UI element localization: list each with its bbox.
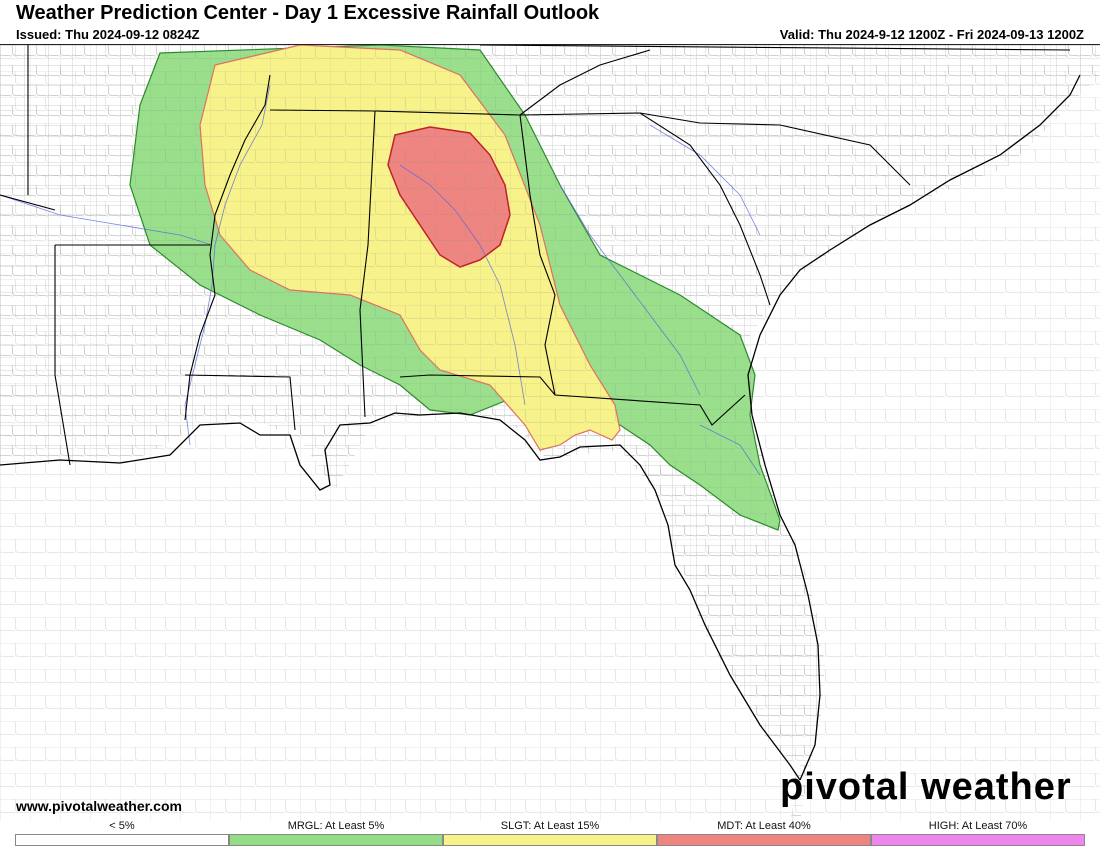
- county-overlay: [0, 45, 1100, 821]
- legend-swatch: [443, 834, 657, 846]
- legend-item-none: < 5%: [15, 820, 229, 847]
- rivers: [0, 84, 761, 476]
- brand-logo-text: pivotal weather: [780, 766, 1072, 808]
- rainfall-outlook-map[interactable]: [0, 44, 1100, 821]
- website-url: www.pivotalweather.com: [16, 798, 182, 814]
- legend-item-high: HIGH: At Least 70%: [871, 820, 1085, 847]
- legend-label: MRGL: At Least 5%: [287, 820, 385, 832]
- issued-time: Issued: Thu 2024-09-12 0824Z: [16, 27, 200, 42]
- legend-item-marginal: MRGL: At Least 5%: [229, 820, 443, 847]
- legend-label: < 5%: [109, 820, 135, 832]
- legend-label: MDT: At Least 40%: [717, 820, 811, 832]
- legend-item-moderate: MDT: At Least 40%: [657, 820, 871, 847]
- legend-item-slight: SLGT: At Least 15%: [443, 820, 657, 847]
- legend-label: HIGH: At Least 70%: [928, 820, 1028, 832]
- legend-swatch: [229, 834, 443, 846]
- state-boundaries: [0, 45, 1071, 466]
- legend-label: SLGT: At Least 15%: [500, 820, 600, 832]
- legend-swatch: [871, 834, 1085, 846]
- valid-period: Valid: Thu 2024-9-12 1200Z - Fri 2024-09…: [779, 27, 1084, 42]
- map-header: Weather Prediction Center - Day 1 Excess…: [0, 0, 1100, 44]
- legend-swatch: [657, 834, 871, 846]
- coastline: [0, 74, 1081, 781]
- map-title: Weather Prediction Center - Day 1 Excess…: [16, 2, 600, 24]
- legend-swatch: [15, 834, 229, 846]
- risk-legend: < 5% MRGL: At Least 5% SLGT: At Least 15…: [15, 820, 1085, 847]
- map-canvas: [0, 45, 1100, 821]
